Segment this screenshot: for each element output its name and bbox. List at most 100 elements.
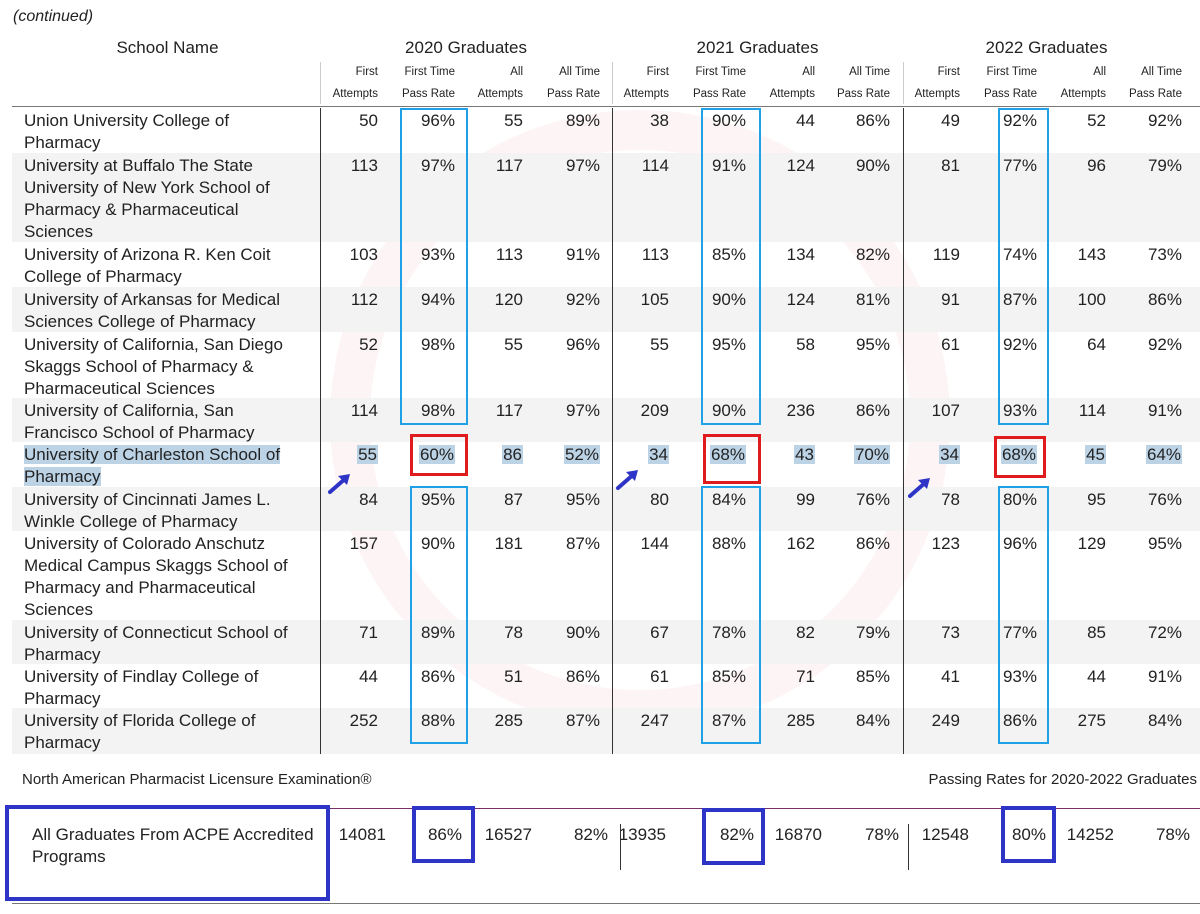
cell-value: 80 (650, 490, 669, 509)
cell-value: 285 (786, 711, 815, 730)
table-cell: 112 (298, 289, 378, 311)
table-cell: 88% (666, 533, 746, 555)
table-cell: 71 (735, 666, 815, 688)
cell-value: 86% (565, 667, 600, 686)
table-cell: 64 (1026, 334, 1106, 356)
table-cell: 79% (1102, 155, 1182, 177)
table-cell: 77% (957, 155, 1037, 177)
table-cell: 99 (735, 489, 815, 511)
header-sub-line1: First Time (986, 66, 1037, 78)
school-name-text: University of California, San Diego Skag… (24, 335, 283, 398)
cell-value: 80% (1002, 490, 1037, 509)
cell-value: 88% (711, 534, 746, 553)
cell-value: 90% (855, 156, 890, 175)
cell-value: 95% (565, 490, 600, 509)
cell-value: 79% (1147, 156, 1182, 175)
header-year-2021: 2021 Graduates (696, 38, 819, 57)
table-cell: 91% (1102, 400, 1182, 422)
cell-value: 44 (796, 111, 815, 130)
table-cell: 34 (589, 444, 669, 466)
summary-value: 86% (427, 825, 462, 844)
school-name: University at Buffalo The State Universi… (24, 155, 309, 243)
first-time-rate-box-2021-top (701, 108, 761, 425)
table-cell: 96% (375, 110, 455, 132)
table-cell: 95% (375, 489, 455, 511)
header-sub-line1: First Time (404, 66, 455, 78)
table-cell: 91% (520, 244, 600, 266)
school-name: University of California, San Diego Skag… (24, 334, 309, 400)
cell-value: 103 (349, 245, 378, 264)
cell-value: 96 (1087, 156, 1106, 175)
header-sub-line1: First (937, 66, 960, 78)
header-sub-line2: Attempts (914, 88, 960, 100)
table-row: University of Connecticut School of Phar… (12, 620, 1200, 664)
cell-value: 117 (495, 401, 523, 420)
header-subcolumn: All Attempts (1026, 61, 1106, 105)
header-sub-line1: First (355, 66, 378, 78)
school-name-text: University of Connecticut School of Phar… (24, 623, 288, 664)
cell-value: 92% (565, 290, 600, 309)
school-name: University of California, San Francisco … (24, 400, 309, 444)
table-cell: 68% (666, 444, 746, 466)
header-subcolumn: First Attempts (589, 61, 669, 105)
cell-value: 55 (504, 335, 523, 354)
cell-value: 90% (565, 623, 600, 642)
header-sub-line2: Pass Rate (1128, 88, 1182, 100)
cell-value: 236 (786, 401, 815, 420)
cell-value: 78 (941, 490, 960, 509)
table-cell: 86 (443, 444, 523, 466)
table-cell: 85% (666, 666, 746, 688)
cell-value: 78 (504, 623, 523, 642)
table-cell: 55 (589, 334, 669, 356)
table-cell: 98% (375, 334, 455, 356)
cell-value: 252 (349, 711, 378, 730)
table-cell: 86% (375, 666, 455, 688)
table-cell: 55 (443, 334, 523, 356)
header-sub-line2: Attempts (1060, 88, 1106, 100)
cell-value: 91% (565, 245, 600, 264)
cell-value: 84 (359, 490, 378, 509)
header-sub-line2: Attempts (623, 88, 669, 100)
cell-value: 209 (640, 401, 669, 420)
table-cell: 275 (1026, 710, 1106, 732)
summary-label-box (5, 805, 330, 901)
header-subcolumn: All Time Pass Rate (1102, 61, 1182, 105)
cell-value: 95% (1147, 534, 1182, 553)
cell-value: 49 (941, 111, 960, 130)
header-sub-line1: All (1093, 66, 1106, 78)
table-row: University of Findlay College of Pharmac… (12, 664, 1200, 708)
header-subcolumn: All Time Pass Rate (520, 61, 600, 105)
table-cell: 97% (520, 155, 600, 177)
summary-value: 13935 (618, 825, 666, 844)
table-cell: 247 (589, 710, 669, 732)
cell-value: 99 (796, 490, 815, 509)
header-sub-line1: All Time (1141, 66, 1182, 78)
summary-value: 12548 (921, 825, 969, 844)
table-cell: 88% (375, 710, 455, 732)
table-cell: 91 (880, 289, 960, 311)
table-cell: 86% (520, 666, 600, 688)
header-subcolumn: First Time Pass Rate (957, 61, 1037, 105)
table-cell: 67 (589, 622, 669, 644)
footer-divider (12, 808, 1200, 809)
header-sub-line1: All Time (849, 66, 890, 78)
cell-value: 43 (794, 445, 815, 464)
cell-value: 143 (1077, 245, 1106, 264)
school-name-text: University of California, San Francisco … (24, 401, 255, 442)
table-cell: 86% (810, 400, 890, 422)
cell-value: 76% (855, 490, 890, 509)
cell-value: 285 (494, 711, 523, 730)
cell-value: 113 (350, 156, 378, 175)
cell-value: 38 (650, 111, 669, 130)
table-row: University of Cincinnati James L. Winkle… (12, 487, 1200, 531)
cell-value: 34 (648, 445, 669, 464)
table-cell: 51 (443, 666, 523, 688)
cell-value: 113 (495, 245, 523, 264)
cell-value: 93% (420, 245, 455, 264)
cell-value: 113 (641, 245, 669, 264)
cell-value: 44 (1087, 667, 1106, 686)
table-cell: 209 (589, 400, 669, 422)
cell-value: 95 (1087, 490, 1106, 509)
table-cell: 85% (810, 666, 890, 688)
cell-value: 86% (1002, 711, 1037, 730)
